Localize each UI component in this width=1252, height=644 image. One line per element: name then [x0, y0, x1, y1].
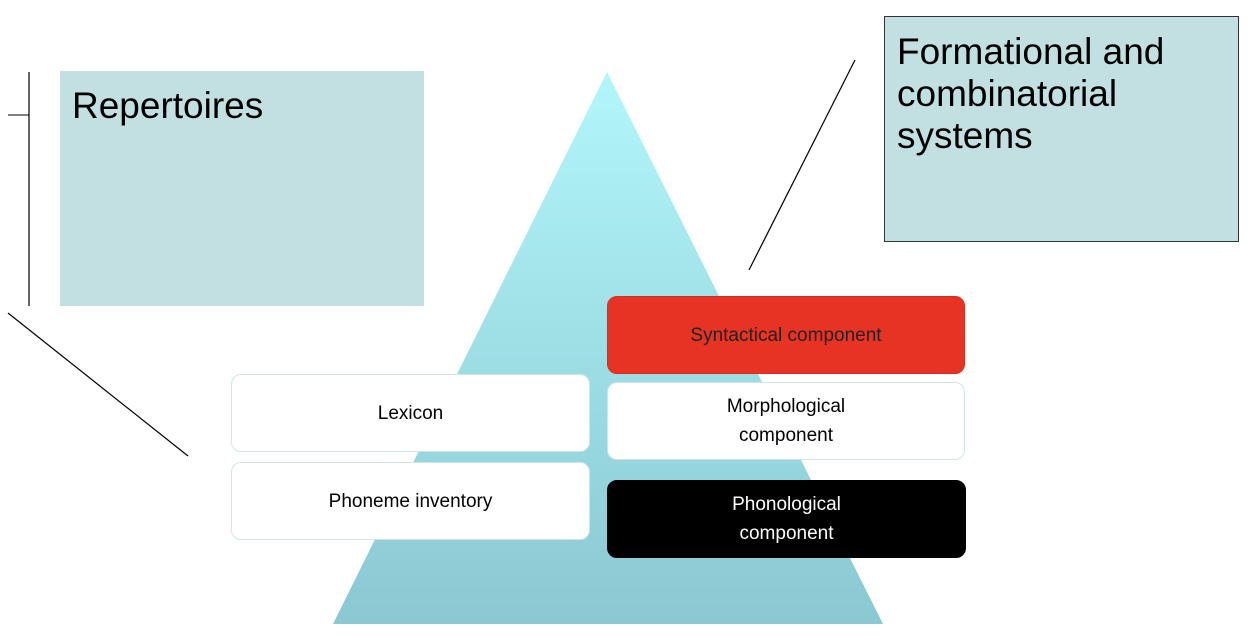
phonological-component-label: Phonological component — [732, 494, 841, 544]
syntactical-component-box: Syntactical component — [607, 296, 965, 374]
morphological-component-box: Morphological component — [607, 382, 965, 460]
systems-title: Formational and combinatorial systems — [897, 31, 1165, 156]
repertoires-callout: Repertoires — [60, 71, 424, 306]
syntactical-component-label: Syntactical component — [690, 324, 882, 346]
phoneme-inventory-box: Phoneme inventory — [231, 462, 590, 540]
morphological-component-label: Morphological component — [726, 396, 846, 446]
phoneme-inventory-label: Phoneme inventory — [328, 491, 493, 512]
lexicon-label: Lexicon — [377, 402, 444, 424]
systems-callout: Formational and combinatorial systems — [884, 16, 1239, 242]
repertoires-title: Repertoires — [72, 85, 264, 126]
repertoires-connector-line — [7, 312, 189, 457]
systems-connector-line — [748, 59, 856, 271]
phonological-component-box: Phonological component — [607, 480, 966, 558]
lexicon-box: Lexicon — [231, 374, 590, 452]
